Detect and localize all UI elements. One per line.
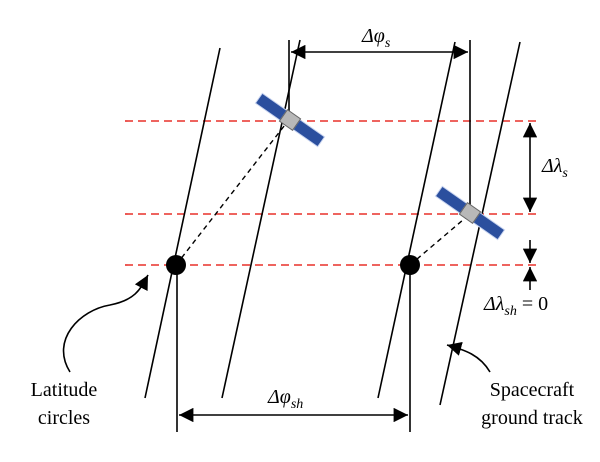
satellite: [254, 92, 326, 148]
pointer-arrow: [62, 274, 149, 373]
delta-lambda-sh-label: Δλsh = 0: [483, 293, 548, 319]
note: Latitude: [31, 379, 98, 401]
latitude-lines: [125, 120, 540, 266]
dimension-lines: [176, 40, 538, 432]
note: Spacecraft: [490, 379, 575, 401]
delta-phi-sh-label: Δφsh: [267, 386, 303, 412]
pointer-arrow: [446, 341, 491, 373]
note: circles: [38, 407, 90, 429]
observation-links: [175, 120, 471, 266]
delta-phi-s-label: Δφs: [361, 25, 391, 51]
note: ground track: [481, 407, 583, 429]
ground-station: [166, 255, 186, 275]
delta-lambda-s-label: Δλs: [541, 155, 568, 181]
ground-station: [400, 255, 420, 275]
